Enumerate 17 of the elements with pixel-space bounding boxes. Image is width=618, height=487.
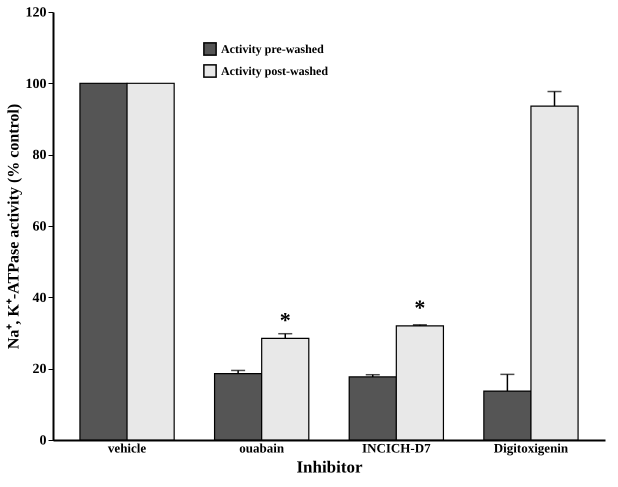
y-tick-label: 60 xyxy=(32,220,46,234)
legend-label: Activity pre-washed xyxy=(221,42,324,56)
y-tick-label: 0 xyxy=(40,434,46,448)
y-tick-label: 80 xyxy=(32,148,46,164)
y-tick-label: 100 xyxy=(26,76,46,92)
x-tick-label: vehicle xyxy=(108,440,146,456)
x-tick-label: Digitoxigenin xyxy=(494,440,569,456)
x-axis-title: Inhibitor xyxy=(296,458,364,476)
annotation: * xyxy=(414,294,426,320)
x-tick-label: INCICH-D7 xyxy=(362,440,432,456)
y-tick-label: 40 xyxy=(32,290,46,306)
y-axis-title: Na⁺, K⁺-ATPase activity (% control) xyxy=(6,104,22,350)
x-tick-label: ouabain xyxy=(239,440,285,456)
legend-label: Activity post-washed xyxy=(221,64,328,78)
annotation: * xyxy=(280,307,291,332)
y-tick-label: 120 xyxy=(26,6,46,20)
y-tick-label: 20 xyxy=(32,362,46,378)
